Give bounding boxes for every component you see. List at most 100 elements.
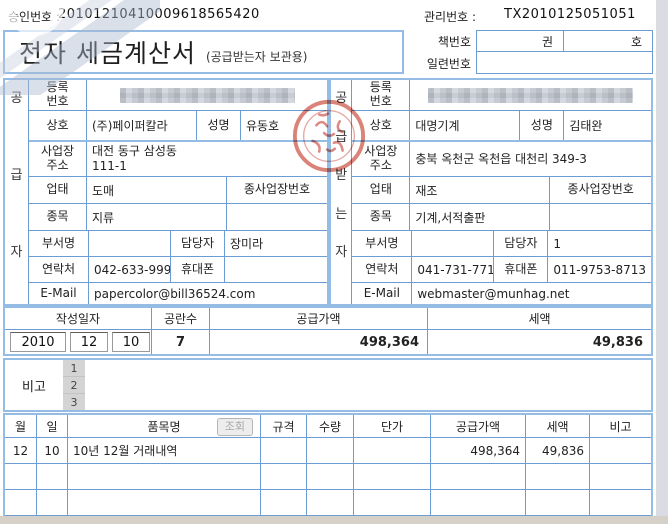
supplier-dept-value xyxy=(89,231,171,256)
blurred-value xyxy=(119,87,295,103)
summary-section: 작성일자 공란수 공급가액 세액 2010 12 10 7 498,364 49… xyxy=(3,306,653,356)
supplier-email-label: E-Mail xyxy=(29,283,89,304)
recipient-phone-value: 041-731-7716 xyxy=(412,257,495,282)
supplier-side-char: 급 xyxy=(10,168,23,183)
header-supply-amount: 공급가액 xyxy=(431,415,526,438)
recipient-side-char: 공 xyxy=(335,91,348,106)
item-tax-amount xyxy=(526,490,590,515)
items-header-row: 월 일 품목명 조회 규격 수량 단가 공급가액 세액 비고 xyxy=(5,415,651,439)
supplier-manager-value: 장미라 xyxy=(230,237,264,251)
month-field[interactable]: 12 xyxy=(70,332,108,352)
remarks-row-numbers: 1 2 3 xyxy=(63,360,85,410)
item-month xyxy=(5,490,37,515)
item-unit-price xyxy=(354,490,431,515)
supplier-phone-label: 연락처 xyxy=(29,257,89,282)
supplier-reg-label: 등록 번호 xyxy=(29,80,87,110)
item-supply-amount: 498,364 xyxy=(431,438,526,464)
supplier-dept-label: 부서명 xyxy=(29,231,89,256)
header-day: 일 xyxy=(37,415,68,438)
item-spec xyxy=(261,490,307,515)
item-day xyxy=(37,464,68,490)
manage-number-label: 관리번호 : xyxy=(424,10,477,24)
supplier-bizitem-value: 지류 xyxy=(87,204,227,230)
item-name xyxy=(68,464,261,490)
item-month: 12 xyxy=(5,438,37,464)
item-note xyxy=(590,490,651,515)
book-number-label: 책번호 xyxy=(437,34,471,49)
recipient-company-value: 대명기계 xyxy=(410,111,521,140)
date-fields: 2010 12 10 xyxy=(5,330,152,354)
window-bottom-margin xyxy=(0,516,668,524)
item-qty xyxy=(307,438,354,464)
recipient-address-label: 사업장 주소 xyxy=(352,142,411,176)
blank-count-value: 7 xyxy=(152,330,210,354)
supplier-subbizno-label: 종사업장번호 xyxy=(243,182,311,197)
header-item-name: 품목명 조회 xyxy=(68,415,261,438)
item-row xyxy=(5,490,651,516)
item-qty xyxy=(307,464,354,490)
item-qty xyxy=(307,490,354,515)
item-month xyxy=(5,464,37,490)
lookup-button[interactable]: 조회 xyxy=(216,418,253,437)
recipient-side-label: 공 급 받 는 자 xyxy=(331,80,353,304)
supplier-mobile-label: 휴대폰 xyxy=(171,257,225,282)
recipient-mobile-label: 휴대폰 xyxy=(494,257,549,282)
supplier-bizitem-label: 종목 xyxy=(29,204,87,230)
book-kwon-cell: 권 xyxy=(476,30,564,52)
item-note xyxy=(590,438,651,463)
supply-amount-header: 공급가액 xyxy=(210,308,428,329)
supplier-reg-number-blurred xyxy=(87,80,327,110)
supplier-phone-value: 042-633-9997 xyxy=(89,257,171,282)
item-spec xyxy=(261,438,307,464)
blurred-value xyxy=(428,87,634,103)
supplier-side-char: 자 xyxy=(10,245,23,260)
recipient-email-value: webmaster@munhag.net xyxy=(417,286,570,301)
year-field[interactable]: 2010 xyxy=(10,332,66,352)
supplier-mobile-value xyxy=(225,257,327,282)
recipient-manager-value: 1 xyxy=(553,236,561,251)
recipient-reg-label: 등록 번호 xyxy=(352,80,411,110)
recipient-dept-label: 부서명 xyxy=(352,231,413,256)
tax-amount-header: 세액 xyxy=(528,312,551,326)
supplier-address-label: 사업장 주소 xyxy=(29,142,87,176)
date-header: 작성일자 xyxy=(5,308,152,329)
supplier-address-value: 대전 동구 삼성동 111-1 xyxy=(92,144,177,173)
recipient-mobile-value: 011-9753-8713 xyxy=(553,262,646,277)
recipient-side-char: 받 xyxy=(335,168,348,183)
item-tax-amount: 49,836 xyxy=(526,438,590,464)
recipient-section: 공 급 받 는 자 등록 번호 상호 대명기계 성명 김태완 xyxy=(329,78,653,306)
remarks-content xyxy=(85,360,651,410)
supplier-side-char: 공 xyxy=(10,91,23,106)
supplier-section: 공 급 자 등록 번호 상호 (주)페이퍼칼라 성명 유동호 xyxy=(3,78,329,306)
item-unit-price xyxy=(354,438,431,464)
supplier-manager-label: 담당자 xyxy=(171,231,225,256)
header-month: 월 xyxy=(5,415,37,438)
supplier-name-label: 성명 xyxy=(197,111,241,140)
recipient-subbizno-value xyxy=(550,204,651,230)
header-qty: 수량 xyxy=(307,415,354,438)
supplier-side-label: 공 급 자 xyxy=(5,80,29,304)
book-ho-cell: 호 xyxy=(563,30,653,52)
approval-number-label: 승인번호 : xyxy=(8,10,61,24)
supply-amount-value: 498,364 xyxy=(210,330,428,354)
header-spec: 규격 xyxy=(261,415,307,438)
recipient-name-value: 김태완 xyxy=(569,119,603,133)
item-supply-amount xyxy=(431,490,526,515)
recipient-side-char: 자 xyxy=(335,245,348,260)
supplier-company-label: 상호 xyxy=(29,111,87,140)
recipient-email-label: E-Mail xyxy=(352,283,413,304)
remarks-section: 비고 1 2 3 xyxy=(3,358,653,412)
recipient-subbizno-label: 종사업장번호 xyxy=(567,182,634,197)
recipient-company-label: 상호 xyxy=(352,111,411,140)
item-unit-price xyxy=(354,464,431,490)
remarks-label: 비고 xyxy=(22,379,46,395)
header-note: 비고 xyxy=(609,419,632,434)
item-row xyxy=(5,464,651,491)
invoice-subtitle: (공급받는자 보관용) xyxy=(205,49,308,64)
supplier-company-value: (주)페이퍼칼라 xyxy=(87,111,197,140)
invoice-title: 전자 세금계산서 xyxy=(19,39,196,68)
recipient-name-label: 성명 xyxy=(520,111,565,140)
recipient-manager-label: 담당자 xyxy=(494,231,549,256)
day-field[interactable]: 10 xyxy=(112,332,150,352)
recipient-biztype-value: 재조 xyxy=(410,177,551,203)
